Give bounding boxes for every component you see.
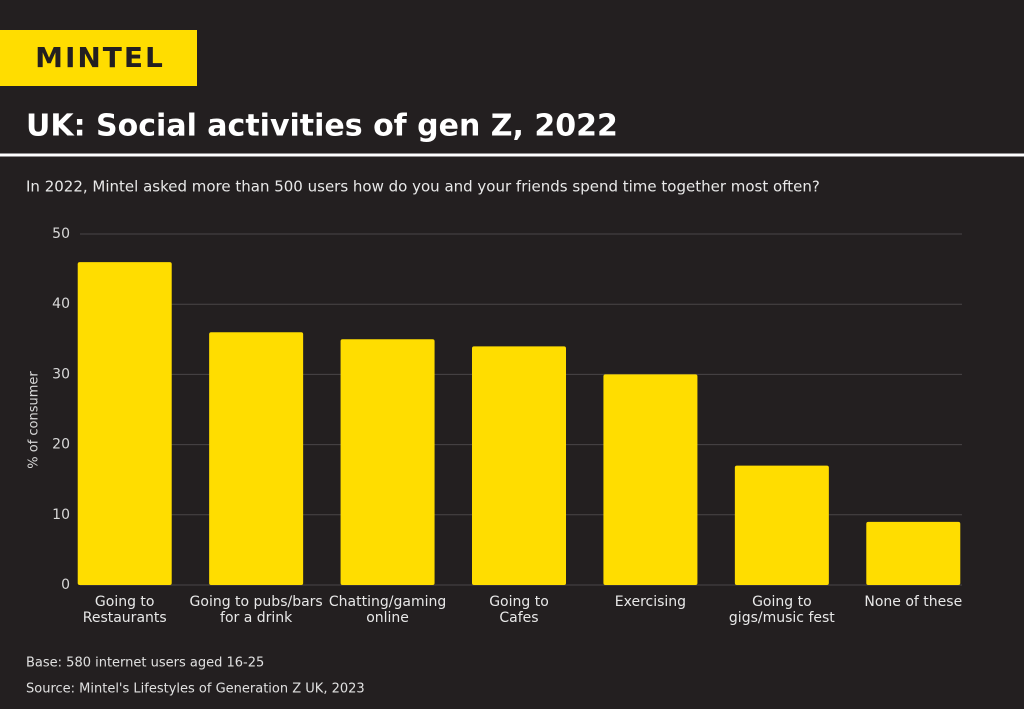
note: Source: Mintel's Lifestyles of Generatio…	[26, 682, 365, 697]
y-tick-label: 30	[52, 366, 70, 382]
x-tick-label: Restaurants	[83, 610, 167, 626]
logo-box	[0, 30, 197, 86]
x-tick-label: for a drink	[220, 610, 293, 626]
y-tick-label: 0	[61, 577, 70, 593]
x-tick-label: None of these	[864, 594, 962, 610]
x-tick-label: Going to pubs/bars	[190, 594, 323, 610]
x-tick-label: Going to	[752, 594, 812, 610]
x-tick-label: Going to	[489, 594, 549, 610]
bar	[866, 521, 961, 585]
y-tick-label: 20	[52, 437, 70, 453]
y-tick-label: 50	[52, 226, 70, 242]
bar	[209, 332, 304, 585]
x-tick-label: gigs/music fest	[729, 610, 835, 626]
note: Base: 580 internet users aged 16-25	[26, 656, 264, 671]
x-tick-label: Chatting/gaming	[329, 594, 446, 610]
bar	[77, 262, 172, 585]
bar	[734, 465, 829, 585]
x-tick-label: Going to	[95, 594, 155, 610]
y-tick-label: 40	[52, 296, 70, 312]
logo: MINTEL	[35, 41, 165, 74]
chart-title: UK: Social activities of gen Z, 2022	[26, 109, 618, 144]
x-tick-label: Cafes	[499, 610, 538, 626]
subtitle: In 2022, Mintel asked more than 500 user…	[26, 178, 820, 196]
x-tick-label: online	[366, 610, 409, 626]
bar	[603, 374, 698, 585]
bar	[340, 339, 435, 585]
bar	[472, 346, 566, 585]
x-tick-label: Exercising	[615, 594, 686, 610]
y-tick-label: 10	[52, 507, 70, 523]
y-axis-label: % of consumer	[27, 371, 42, 469]
